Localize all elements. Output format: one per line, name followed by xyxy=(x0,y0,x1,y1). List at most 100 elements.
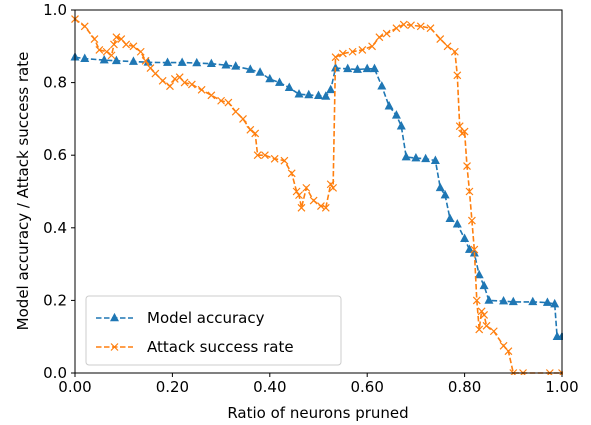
data-point-model-accuracy xyxy=(401,151,411,161)
data-point-attack-success-rate xyxy=(416,22,425,31)
axes-layer: 0.00 0.20 0.40 0.60 0.80 1.00 0.0 0.2 0.4 0.6 0.8 1… xyxy=(43,1,579,396)
data-point-model-accuracy xyxy=(163,57,173,66)
y-tick-label: 0.2 xyxy=(43,291,67,309)
data-point-attack-success-rate xyxy=(504,347,513,356)
data-point-model-accuracy xyxy=(265,73,275,83)
data-point-attack-success-rate xyxy=(261,151,269,160)
data-point-attack-success-rate xyxy=(122,40,131,49)
data-point-model-accuracy xyxy=(528,296,538,306)
data-point-model-accuracy xyxy=(499,295,509,305)
plot-frame xyxy=(74,9,563,374)
data-point-attack-success-rate xyxy=(436,35,445,43)
data-point-model-accuracy xyxy=(370,63,380,73)
legend-box xyxy=(85,295,342,366)
y-axis-label: Model accuracy / Attack success rate xyxy=(14,52,32,331)
series-line-model-accuracy xyxy=(74,56,562,338)
data-point-model-accuracy xyxy=(343,63,353,73)
data-point-model-accuracy xyxy=(352,64,362,73)
data-point-model-accuracy xyxy=(550,298,560,308)
data-point-attack-success-rate xyxy=(270,154,279,163)
x-tick-label: 0.00 xyxy=(58,378,91,396)
data-point-attack-success-rate xyxy=(231,107,240,116)
data-point-attack-success-rate xyxy=(326,180,335,189)
legend-label-attack-success-rate: Attack success rate xyxy=(147,338,294,356)
y-tick-label: 0.0 xyxy=(43,364,67,382)
series-line-attack-success-rate xyxy=(74,18,562,374)
data-point-attack-success-rate xyxy=(224,98,233,107)
data-point-model-accuracy xyxy=(362,63,372,73)
data-point-attack-success-rate xyxy=(217,96,226,105)
data-point-model-accuracy xyxy=(275,77,285,86)
y-tick-label: 0.8 xyxy=(43,74,67,92)
data-point-model-accuracy xyxy=(430,155,440,164)
data-point-attack-success-rate xyxy=(467,216,476,225)
data-point-attack-success-rate xyxy=(392,24,401,33)
data-point-attack-success-rate xyxy=(95,46,104,54)
data-point-attack-success-rate xyxy=(399,20,408,29)
data-point-attack-success-rate xyxy=(253,151,262,160)
legend-marker-attack-success-rate xyxy=(110,343,119,351)
data-point-attack-success-rate xyxy=(207,91,216,100)
data-point-attack-success-rate xyxy=(166,82,174,91)
data-point-attack-success-rate xyxy=(295,191,303,200)
data-point-attack-success-rate xyxy=(187,80,196,89)
data-point-model-accuracy xyxy=(542,297,552,306)
data-point-attack-success-rate xyxy=(129,42,138,51)
x-axis-label: Ratio of neurons pruned xyxy=(227,404,408,422)
x-tick-label: 0.40 xyxy=(253,378,286,396)
data-point-attack-success-rate xyxy=(358,46,367,54)
data-point-attack-success-rate xyxy=(382,29,391,38)
data-point-attack-success-rate xyxy=(450,47,459,56)
x-tick-label: 0.80 xyxy=(448,378,481,396)
data-point-attack-success-rate xyxy=(426,24,435,33)
data-point-model-accuracy xyxy=(479,280,489,290)
data-point-model-accuracy xyxy=(255,67,265,76)
data-point-attack-success-rate xyxy=(110,40,118,49)
data-point-attack-success-rate xyxy=(489,327,498,336)
data-point-attack-success-rate xyxy=(348,47,357,56)
data-point-model-accuracy xyxy=(484,295,494,304)
data-point-attack-success-rate xyxy=(136,47,145,56)
legend-marker-model-accuracy xyxy=(110,312,119,322)
data-point-model-accuracy xyxy=(111,55,121,65)
data-point-attack-success-rate xyxy=(480,310,489,319)
data-point-attack-success-rate xyxy=(470,245,479,254)
data-point-model-accuracy xyxy=(396,121,406,130)
data-point-model-accuracy xyxy=(99,54,109,64)
data-point-attack-success-rate xyxy=(141,56,150,65)
data-point-attack-success-rate xyxy=(465,187,474,196)
y-tick-label: 1.0 xyxy=(43,1,67,19)
data-point-model-accuracy xyxy=(304,89,314,99)
data-point-model-accuracy xyxy=(391,110,401,119)
y-tick-label: 0.4 xyxy=(43,219,67,237)
data-point-attack-success-rate xyxy=(309,196,318,205)
data-point-attack-success-rate xyxy=(102,47,111,56)
data-point-attack-success-rate xyxy=(482,321,491,330)
data-point-model-accuracy xyxy=(421,153,431,163)
x-tick-label: 0.20 xyxy=(156,378,189,396)
data-point-attack-success-rate xyxy=(329,183,338,192)
data-point-attack-success-rate xyxy=(197,85,206,94)
data-point-model-accuracy xyxy=(314,90,323,99)
y-tick-label: 0.6 xyxy=(43,146,67,164)
data-point-attack-success-rate xyxy=(246,125,255,134)
data-point-model-accuracy xyxy=(377,81,387,90)
data-point-attack-success-rate xyxy=(80,22,89,31)
data-point-model-accuracy xyxy=(177,57,187,66)
data-point-attack-success-rate xyxy=(472,296,481,305)
data-point-attack-success-rate xyxy=(317,202,325,210)
data-point-model-accuracy xyxy=(321,91,331,100)
data-point-model-accuracy xyxy=(221,60,231,69)
data-point-attack-success-rate xyxy=(460,127,469,136)
data-point-attack-success-rate xyxy=(463,162,471,171)
data-point-model-accuracy xyxy=(284,82,294,91)
series-layer xyxy=(70,15,563,375)
data-point-model-accuracy xyxy=(206,58,216,68)
data-point-model-accuracy xyxy=(245,64,255,73)
data-point-attack-success-rate xyxy=(407,21,415,30)
data-point-attack-success-rate xyxy=(443,42,452,51)
data-point-model-accuracy xyxy=(80,53,90,62)
data-point-attack-success-rate xyxy=(338,49,347,58)
data-point-attack-success-rate xyxy=(302,183,311,192)
